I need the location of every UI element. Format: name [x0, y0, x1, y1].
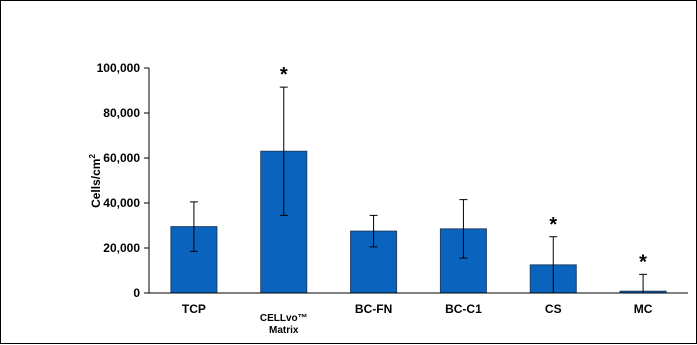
- x-tick-label: MC: [634, 302, 653, 316]
- y-axis-title-superscript: 2: [88, 154, 97, 159]
- x-tick-label-line: Matrix: [269, 325, 299, 336]
- error-bars: [189, 86, 648, 293]
- x-tick-label: BC-FN: [355, 302, 392, 316]
- significance-star: *: [639, 251, 647, 273]
- y-axis: 0 20,000 40,000 60,000 80,000 100,000: [97, 61, 150, 300]
- x-tick-label: BC-C1: [445, 302, 482, 316]
- x-tick-label: CS: [545, 302, 562, 316]
- y-axis-title-text: Cells/cm: [89, 159, 103, 208]
- category-labels: TCP CELLvo™ Matrix BC-FN BC-C1 CS MC: [182, 302, 653, 336]
- significance-star: *: [549, 214, 557, 236]
- y-axis-title: Cells/cm2: [88, 154, 103, 208]
- y-tick-label: 60,000: [103, 151, 140, 165]
- y-tick-label: 20,000: [103, 241, 140, 255]
- y-tick-label: 100,000: [97, 61, 141, 75]
- y-tick-label: 80,000: [103, 106, 140, 120]
- significance-markers: * * *: [280, 64, 647, 273]
- x-tick-label-line: CELLvo™: [260, 313, 308, 324]
- significance-star: *: [280, 64, 288, 86]
- y-tick-label: 40,000: [103, 196, 140, 210]
- x-tick-label: CELLvo™ Matrix: [260, 313, 308, 336]
- y-tick-label: 0: [133, 286, 140, 300]
- bars: [170, 150, 667, 294]
- x-tick-label: TCP: [182, 302, 206, 316]
